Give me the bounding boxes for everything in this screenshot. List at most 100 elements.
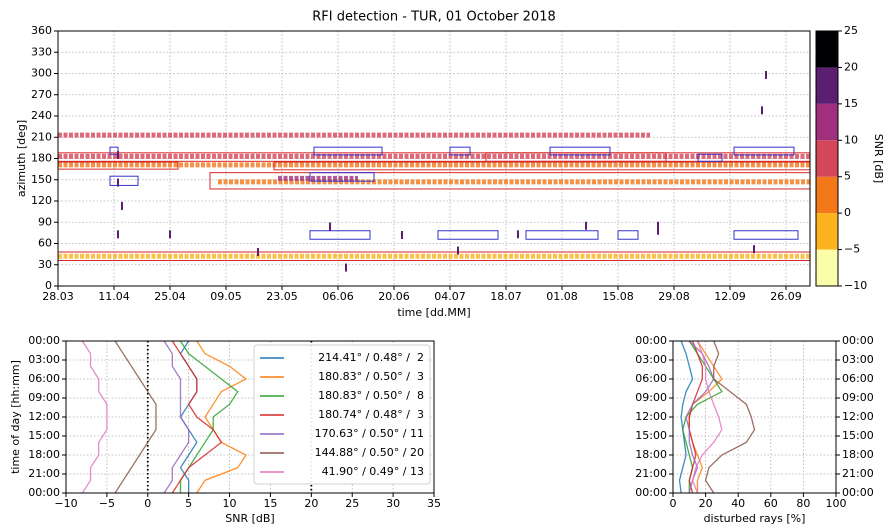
point	[401, 231, 403, 239]
y-tick-label: 21:00	[28, 467, 60, 480]
legend-label: 180.83° / 0.50° / 8	[318, 389, 424, 402]
colorbar-frame	[815, 30, 839, 287]
y-tick-label: 330	[31, 45, 52, 58]
legend-label: 41.90° / 0.49° / 13	[315, 465, 424, 478]
series-line	[685, 340, 715, 494]
series-line	[688, 340, 703, 494]
colorbar-segment	[816, 67, 838, 104]
series-line	[81, 340, 108, 494]
y-tick-label: 21:00	[635, 467, 667, 480]
colorbar-tick-label: −5	[844, 243, 860, 256]
x-tick-label: 60	[764, 497, 778, 510]
point	[117, 230, 119, 239]
point	[121, 201, 123, 210]
detection-box	[109, 175, 139, 186]
detection-box	[313, 146, 383, 156]
y-tick-label-right: 00:00	[842, 486, 874, 499]
x-tick-label: 26.09	[770, 290, 802, 303]
colorbar-tick-label: 10	[844, 133, 858, 146]
y-tick-label: 00:00	[28, 334, 60, 347]
y-tick-label: 15:00	[28, 429, 60, 442]
point	[517, 230, 519, 239]
series-line	[196, 340, 248, 494]
y-tick-label: 12:00	[635, 410, 667, 423]
y-tick-label: 360	[31, 24, 52, 37]
y-tick-label: 120	[31, 194, 52, 207]
series-line	[704, 340, 756, 494]
point	[117, 178, 119, 187]
x-tick-label: 20	[699, 497, 713, 510]
y-tick-label: 18:00	[28, 448, 60, 461]
y-tick-label: 240	[31, 109, 52, 122]
colorbar-segment	[816, 140, 838, 177]
x-tick-label: 0	[144, 497, 151, 510]
point	[257, 248, 259, 256]
y-tick-label: 90	[38, 215, 52, 228]
y-tick-label: 60	[38, 237, 52, 250]
colorbar-segment	[816, 249, 838, 286]
x-tick-label: 35	[427, 497, 441, 510]
y-axis-label: azimuth [deg]	[15, 120, 28, 197]
x-tick-label: 100	[826, 497, 847, 510]
x-tick-label: 15	[263, 497, 277, 510]
y-tick-label: 18:00	[635, 448, 667, 461]
point	[329, 222, 331, 231]
point	[117, 150, 119, 159]
y-axis-label: time of day [hh:mm]	[9, 360, 22, 474]
x-tick-label: 0	[670, 497, 677, 510]
series-line	[114, 340, 157, 494]
y-tick-label: 00:00	[28, 486, 60, 499]
colorbar-segment	[816, 103, 838, 141]
point	[169, 230, 171, 239]
colorbar-tick-label: 20	[844, 60, 858, 73]
colorbar-tick-label: −10	[844, 279, 867, 292]
y-tick-label-right: 06:00	[842, 372, 874, 385]
x-tick-label: −10	[54, 497, 77, 510]
series-line	[163, 340, 190, 494]
series-line	[678, 340, 694, 494]
detection-box	[109, 146, 119, 155]
colorbar-tick-label: 5	[844, 170, 851, 183]
colorbar-tick-label: 15	[844, 97, 858, 110]
x-tick-label: 5	[185, 497, 192, 510]
y-tick-label-right: 15:00	[842, 429, 874, 442]
plot-frame	[57, 30, 811, 287]
x-tick-label: 30	[386, 497, 400, 510]
y-tick-label-right: 09:00	[842, 391, 874, 404]
y-tick-label-right: 03:00	[842, 353, 874, 366]
detection-box	[697, 153, 723, 162]
colorbar-label: SNR [dB]	[872, 134, 885, 183]
y-tick-label: 06:00	[28, 372, 60, 385]
y-tick-label: 210	[31, 130, 52, 143]
point	[585, 221, 587, 230]
x-tick-label: 06.06	[322, 290, 354, 303]
y-tick-label: 00:00	[635, 334, 667, 347]
x-tick-label: 12.09	[714, 290, 746, 303]
x-tick-label: 09.05	[210, 290, 242, 303]
plot-frame	[672, 340, 837, 494]
y-tick-label: 09:00	[28, 391, 60, 404]
detection-box	[733, 146, 795, 156]
x-tick-label: 25	[345, 497, 359, 510]
legend-label: 144.88° / 0.50° / 20	[315, 446, 424, 459]
y-tick-label: 12:00	[28, 410, 60, 423]
x-axis-label: time [dd.MM]	[397, 306, 470, 319]
y-tick-label: 03:00	[28, 353, 60, 366]
x-tick-label: 29.08	[658, 290, 690, 303]
x-tick-label: 15.08	[602, 290, 634, 303]
legend-box	[253, 344, 431, 485]
detection-box	[309, 172, 375, 182]
x-tick-label: 20.06	[378, 290, 410, 303]
y-tick-label: 300	[31, 67, 52, 80]
detection-box	[617, 230, 639, 240]
x-tick-label: 25.04	[154, 290, 186, 303]
y-tick-label-right: 21:00	[842, 467, 874, 480]
x-tick-label: −5	[99, 497, 115, 510]
x-tick-label: 01.08	[546, 290, 578, 303]
detection-box	[309, 230, 371, 240]
y-tick-label: 03:00	[635, 353, 667, 366]
x-tick-label: 04.07	[434, 290, 466, 303]
x-axis-label: disturbed rays [%]	[704, 512, 806, 525]
y-tick-label: 00:00	[635, 486, 667, 499]
